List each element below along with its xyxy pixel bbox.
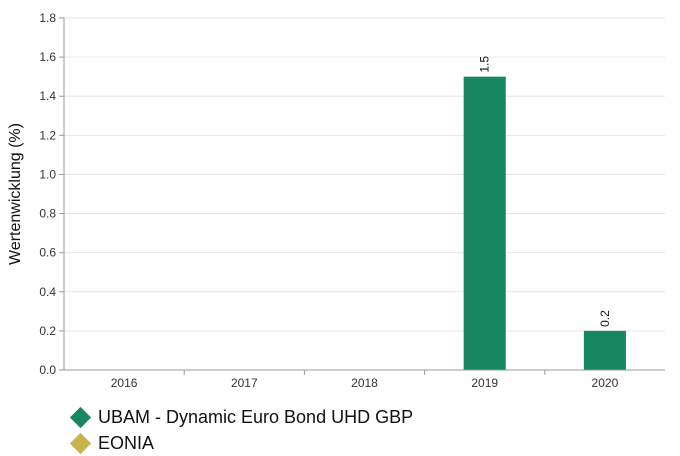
bar-chart: 0.00.20.40.60.81.01.21.41.61.8 2016 2017 2… — [7, 11, 665, 390]
y-tick-label: 0.6 — [39, 246, 56, 260]
x-tick-label: 2017 — [231, 376, 258, 390]
x-tick-label: 2019 — [471, 376, 498, 390]
data-label: 1.5 — [478, 56, 492, 73]
y-tick-label: 0.4 — [39, 285, 56, 299]
x-tick-label: 2018 — [351, 376, 378, 390]
bars — [463, 76, 626, 371]
y-tick-label: 1.0 — [39, 167, 56, 181]
data-labels: 1.5 0.2 — [478, 56, 612, 327]
legend: UBAM - Dynamic Euro Bond UHD GBP EONIA — [69, 404, 414, 456]
y-tick-label: 1.4 — [39, 89, 56, 103]
legend-label-eonia: EONIA — [98, 432, 155, 453]
y-tick-label: 0.2 — [39, 324, 56, 338]
x-axis-ticks: 2016 2017 2018 2019 2020 — [111, 370, 619, 390]
y-axis-ticks: 0.0 0.2 0.4 0.6 0.8 1.0 1.2 1.4 1.6 1.8 — [39, 11, 64, 377]
legend-label-ubam: UBAM - Dynamic Euro Bond UHD GBP — [98, 406, 414, 427]
y-tick-label: 0.8 — [39, 207, 56, 221]
data-label: 0.2 — [598, 310, 612, 327]
y-tick-label: 0.0 — [39, 363, 56, 377]
x-tick-label: 2020 — [592, 376, 619, 390]
legend-item-ubam[interactable]: UBAM - Dynamic Euro Bond UHD GBP — [69, 404, 414, 430]
legend-item-eonia[interactable]: EONIA — [69, 430, 413, 456]
x-tick-label: 2016 — [111, 376, 138, 390]
grid-lines — [64, 17, 665, 332]
y-tick-label: 1.8 — [39, 11, 56, 25]
y-tick-label: 1.2 — [39, 128, 56, 142]
y-tick-label: 1.6 — [39, 50, 56, 64]
y-axis-title: Wertenwicklung (%) — [7, 123, 24, 265]
diamond-icon — [69, 406, 92, 428]
bar[interactable] — [583, 330, 626, 370]
diamond-icon — [69, 432, 92, 454]
bar[interactable] — [463, 76, 506, 371]
